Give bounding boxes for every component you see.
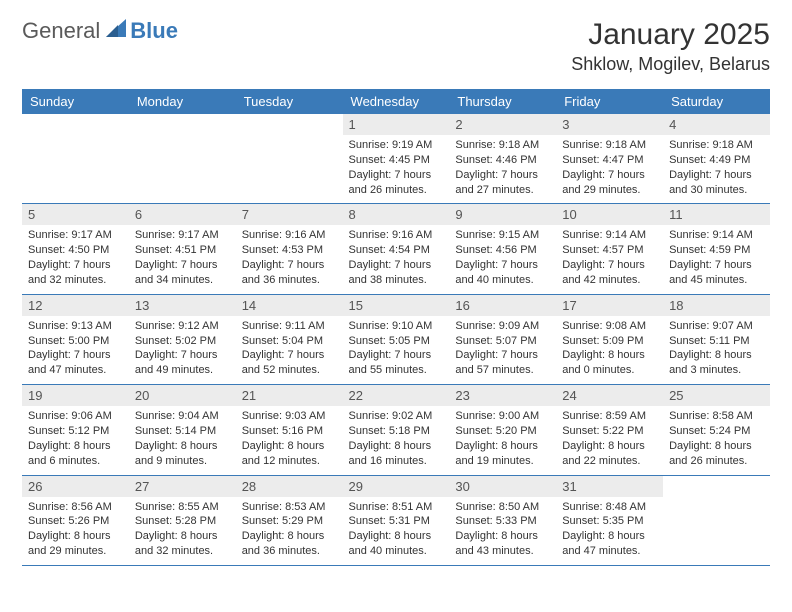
day-details-cell: Sunrise: 9:18 AMSunset: 4:49 PMDaylight:…: [663, 135, 770, 204]
day-number-cell: 10: [556, 204, 663, 226]
day-number-cell: 22: [343, 385, 450, 407]
day-details-cell: Sunrise: 9:15 AMSunset: 4:56 PMDaylight:…: [449, 225, 556, 294]
day-number-cell: 24: [556, 385, 663, 407]
day-number-cell: 19: [22, 385, 129, 407]
day-number-cell: 6: [129, 204, 236, 226]
weekday-header: Thursday: [449, 89, 556, 114]
day-details-row: Sunrise: 9:17 AMSunset: 4:50 PMDaylight:…: [22, 225, 770, 294]
day-details-cell: Sunrise: 9:03 AMSunset: 5:16 PMDaylight:…: [236, 406, 343, 475]
day-number-cell: 29: [343, 475, 450, 497]
day-number-cell: [129, 114, 236, 135]
day-number-cell: 2: [449, 114, 556, 135]
day-number-cell: 9: [449, 204, 556, 226]
day-details-cell: Sunrise: 8:56 AMSunset: 5:26 PMDaylight:…: [22, 497, 129, 566]
calendar-table: SundayMondayTuesdayWednesdayThursdayFrid…: [22, 89, 770, 566]
day-details-row: Sunrise: 8:56 AMSunset: 5:26 PMDaylight:…: [22, 497, 770, 566]
day-details-cell: Sunrise: 8:58 AMSunset: 5:24 PMDaylight:…: [663, 406, 770, 475]
weekday-header: Sunday: [22, 89, 129, 114]
day-number-cell: 7: [236, 204, 343, 226]
weekday-header-row: SundayMondayTuesdayWednesdayThursdayFrid…: [22, 89, 770, 114]
day-details-cell: Sunrise: 8:51 AMSunset: 5:31 PMDaylight:…: [343, 497, 450, 566]
day-details-cell: Sunrise: 9:12 AMSunset: 5:02 PMDaylight:…: [129, 316, 236, 385]
day-number-cell: 4: [663, 114, 770, 135]
day-number-cell: 18: [663, 294, 770, 316]
day-details-row: Sunrise: 9:13 AMSunset: 5:00 PMDaylight:…: [22, 316, 770, 385]
day-details-cell: Sunrise: 9:16 AMSunset: 4:54 PMDaylight:…: [343, 225, 450, 294]
location: Shklow, Mogilev, Belarus: [571, 54, 770, 75]
day-details-cell: Sunrise: 9:09 AMSunset: 5:07 PMDaylight:…: [449, 316, 556, 385]
day-number-cell: 8: [343, 204, 450, 226]
day-details-cell: Sunrise: 9:14 AMSunset: 4:59 PMDaylight:…: [663, 225, 770, 294]
day-number-cell: 26: [22, 475, 129, 497]
day-number-cell: 12: [22, 294, 129, 316]
day-number-cell: 25: [663, 385, 770, 407]
day-details-cell: Sunrise: 8:53 AMSunset: 5:29 PMDaylight:…: [236, 497, 343, 566]
weekday-header: Tuesday: [236, 89, 343, 114]
day-number-cell: 1: [343, 114, 450, 135]
weekday-header: Wednesday: [343, 89, 450, 114]
day-number-cell: 20: [129, 385, 236, 407]
day-details-cell: Sunrise: 9:17 AMSunset: 4:51 PMDaylight:…: [129, 225, 236, 294]
day-details-cell: Sunrise: 9:00 AMSunset: 5:20 PMDaylight:…: [449, 406, 556, 475]
day-details-cell: Sunrise: 8:50 AMSunset: 5:33 PMDaylight:…: [449, 497, 556, 566]
day-number-cell: 31: [556, 475, 663, 497]
day-number-cell: [22, 114, 129, 135]
day-details-row: Sunrise: 9:19 AMSunset: 4:45 PMDaylight:…: [22, 135, 770, 204]
day-details-cell: Sunrise: 9:08 AMSunset: 5:09 PMDaylight:…: [556, 316, 663, 385]
day-details-cell: [129, 135, 236, 204]
day-number-row: 19202122232425: [22, 385, 770, 407]
day-details-cell: [236, 135, 343, 204]
title-block: January 2025 Shklow, Mogilev, Belarus: [571, 18, 770, 75]
day-details-cell: Sunrise: 9:17 AMSunset: 4:50 PMDaylight:…: [22, 225, 129, 294]
day-details-cell: Sunrise: 9:14 AMSunset: 4:57 PMDaylight:…: [556, 225, 663, 294]
day-details-cell: Sunrise: 9:16 AMSunset: 4:53 PMDaylight:…: [236, 225, 343, 294]
day-details-cell: [663, 497, 770, 566]
logo-sail-icon: [106, 19, 128, 44]
day-details-cell: Sunrise: 9:04 AMSunset: 5:14 PMDaylight:…: [129, 406, 236, 475]
day-details-cell: Sunrise: 9:02 AMSunset: 5:18 PMDaylight:…: [343, 406, 450, 475]
day-number-cell: 5: [22, 204, 129, 226]
day-number-cell: [663, 475, 770, 497]
day-number-cell: 23: [449, 385, 556, 407]
day-number-cell: [236, 114, 343, 135]
day-details-cell: Sunrise: 9:18 AMSunset: 4:47 PMDaylight:…: [556, 135, 663, 204]
day-number-cell: 14: [236, 294, 343, 316]
day-details-row: Sunrise: 9:06 AMSunset: 5:12 PMDaylight:…: [22, 406, 770, 475]
day-details-cell: Sunrise: 8:55 AMSunset: 5:28 PMDaylight:…: [129, 497, 236, 566]
day-number-cell: 16: [449, 294, 556, 316]
day-number-row: 12131415161718: [22, 294, 770, 316]
logo: General Blue: [22, 18, 178, 44]
day-number-cell: 27: [129, 475, 236, 497]
day-details-cell: Sunrise: 9:19 AMSunset: 4:45 PMDaylight:…: [343, 135, 450, 204]
day-number-cell: 30: [449, 475, 556, 497]
day-details-cell: Sunrise: 9:18 AMSunset: 4:46 PMDaylight:…: [449, 135, 556, 204]
logo-text-general: General: [22, 18, 100, 44]
weekday-header: Friday: [556, 89, 663, 114]
day-number-cell: 21: [236, 385, 343, 407]
day-number-cell: 15: [343, 294, 450, 316]
day-number-row: 262728293031: [22, 475, 770, 497]
day-details-cell: Sunrise: 9:13 AMSunset: 5:00 PMDaylight:…: [22, 316, 129, 385]
day-number-cell: 17: [556, 294, 663, 316]
day-details-cell: Sunrise: 9:10 AMSunset: 5:05 PMDaylight:…: [343, 316, 450, 385]
month-title: January 2025: [571, 18, 770, 52]
day-number-cell: 11: [663, 204, 770, 226]
weekday-header: Monday: [129, 89, 236, 114]
day-number-cell: 13: [129, 294, 236, 316]
day-number-cell: 28: [236, 475, 343, 497]
weekday-header: Saturday: [663, 89, 770, 114]
day-details-cell: Sunrise: 9:11 AMSunset: 5:04 PMDaylight:…: [236, 316, 343, 385]
day-number-row: 1234: [22, 114, 770, 135]
day-number-cell: 3: [556, 114, 663, 135]
logo-text-blue: Blue: [130, 18, 178, 44]
day-number-row: 567891011: [22, 204, 770, 226]
day-details-cell: [22, 135, 129, 204]
day-details-cell: Sunrise: 8:59 AMSunset: 5:22 PMDaylight:…: [556, 406, 663, 475]
day-details-cell: Sunrise: 9:06 AMSunset: 5:12 PMDaylight:…: [22, 406, 129, 475]
day-details-cell: Sunrise: 9:07 AMSunset: 5:11 PMDaylight:…: [663, 316, 770, 385]
day-details-cell: Sunrise: 8:48 AMSunset: 5:35 PMDaylight:…: [556, 497, 663, 566]
header: General Blue January 2025 Shklow, Mogile…: [22, 18, 770, 75]
